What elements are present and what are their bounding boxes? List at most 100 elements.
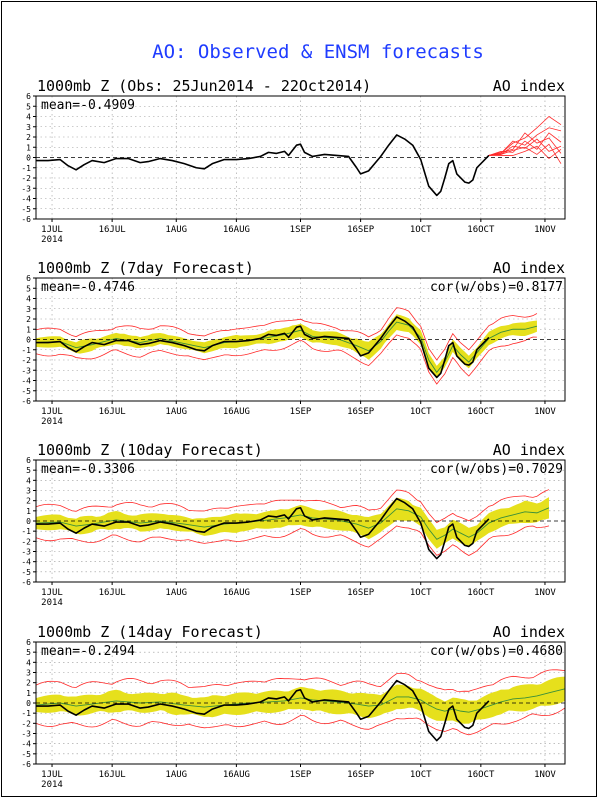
chart-panel-1: 1000mb Z (Obs: 25Jun2014 - 22Oct2014) AO … xyxy=(21,77,566,245)
panel-title: 1000mb Z (Obs: 25Jun2014 - 22Oct2014) xyxy=(37,77,371,95)
observed-line xyxy=(36,497,490,560)
ensemble-upper-envelope xyxy=(35,307,538,361)
x-tick-label: 1OCT xyxy=(410,770,432,780)
x-tick-label: 16JUL xyxy=(99,225,126,235)
spread-band xyxy=(36,314,537,379)
y-tick-label: -6 xyxy=(21,215,31,224)
x-tick-label: 1AUG xyxy=(165,225,187,235)
x-tick-sublabel: 2014 xyxy=(41,780,63,790)
y-tick-label: 2 xyxy=(26,679,31,688)
y-tick-label: -5 xyxy=(21,568,31,577)
x-tick-label: 1NOV xyxy=(534,407,556,417)
y-tick-label: -1 xyxy=(21,709,31,718)
ensemble-upper-envelope xyxy=(35,489,550,524)
x-tick-sublabel: 2014 xyxy=(41,417,63,427)
y-tick-label: 6 xyxy=(26,456,31,465)
y-tick-label: -2 xyxy=(21,719,31,728)
mean-label: mean=-0.2494 xyxy=(41,644,135,659)
x-tick-label: 1JUL xyxy=(41,407,63,417)
y-tick-label: 0 xyxy=(26,699,31,708)
y-tick-label: 6 xyxy=(26,92,31,101)
y-tick-label: 2 xyxy=(26,133,31,142)
y-tick-label: -4 xyxy=(21,377,31,386)
ensemble-member-line xyxy=(488,132,562,156)
x-tick-label: 16SEP xyxy=(347,407,375,417)
y-tick-label: 6 xyxy=(26,274,31,283)
correlation-label: cor(w/obs)=0.7029 xyxy=(430,462,563,477)
y-tick-label: -5 xyxy=(21,205,31,214)
ensemble-member-line xyxy=(488,115,562,156)
y-tick-label: -5 xyxy=(21,750,31,759)
x-tick-label: 1SEP xyxy=(290,407,312,417)
x-tick-label: 1JUL xyxy=(41,588,63,598)
x-tick-label: 1JUL xyxy=(41,225,63,235)
y-tick-label: -1 xyxy=(21,346,31,355)
x-tick-label: 16AUG xyxy=(223,407,250,417)
y-tick-label: -6 xyxy=(21,760,31,769)
x-tick-label: 16SEP xyxy=(347,588,375,598)
y-tick-label: 6 xyxy=(26,638,31,647)
mean-label: mean=-0.3306 xyxy=(41,462,135,477)
panel-title: 1000mb Z (14day Forecast) xyxy=(37,623,263,641)
y-tick-label: -4 xyxy=(21,195,31,204)
ensemble-lower-envelope xyxy=(35,525,550,556)
ensemble-member-line xyxy=(488,145,562,160)
y-tick-label: 4 xyxy=(26,295,31,304)
mean-label: mean=-0.4909 xyxy=(41,98,135,113)
ensemble-member-line xyxy=(488,127,562,156)
observed-line xyxy=(36,316,490,379)
x-tick-label: 1AUG xyxy=(165,407,187,417)
panel-title: 1000mb Z (7day Forecast) xyxy=(37,259,254,277)
x-tick-label: 1AUG xyxy=(165,770,187,780)
y-tick-label: -2 xyxy=(21,174,31,183)
mean-label: mean=-0.4746 xyxy=(41,280,135,295)
x-tick-label: 1NOV xyxy=(534,225,556,235)
y-tick-label: -6 xyxy=(21,578,31,587)
observed-line xyxy=(36,679,490,742)
x-tick-label: 1AUG xyxy=(165,588,187,598)
y-tick-label: 0 xyxy=(26,336,31,345)
observed-line xyxy=(36,134,490,197)
correlation-label: cor(w/obs)=0.4680 xyxy=(430,644,563,659)
ensemble-lower-envelope xyxy=(35,707,566,736)
ensemble-upper-envelope xyxy=(35,669,566,692)
y-tick-label: 1 xyxy=(26,507,31,516)
y-tick-label: 4 xyxy=(26,658,31,667)
x-tick-label: 16OCT xyxy=(467,588,495,598)
x-tick-sublabel: 2014 xyxy=(41,598,63,608)
x-tick-label: 16JUL xyxy=(99,407,126,417)
x-tick-label: 16JUL xyxy=(99,588,126,598)
ensemble-mean-line xyxy=(35,321,538,374)
y-tick-label: 1 xyxy=(26,689,31,698)
correlation-label: cor(w/obs)=0.8177 xyxy=(430,280,563,295)
chart-panel-4: 1000mb Z (14day Forecast) AO index mean=-0… xyxy=(21,623,566,790)
chart-panel-2: 1000mb Z (7day Forecast) AO index mean=-0.… xyxy=(21,259,566,427)
y-tick-label: -4 xyxy=(21,558,31,567)
y-tick-label: 5 xyxy=(26,466,31,475)
x-tick-label: 16SEP xyxy=(347,225,375,235)
y-tick-label: -2 xyxy=(21,356,31,365)
x-tick-label: 1NOV xyxy=(534,588,556,598)
y-tick-label: -3 xyxy=(21,184,31,193)
y-tick-label: 3 xyxy=(26,487,31,496)
y-tick-label: 5 xyxy=(26,284,31,293)
y-tick-label: -1 xyxy=(21,164,31,173)
y-tick-label: -3 xyxy=(21,366,31,375)
y-tick-label: 3 xyxy=(26,305,31,314)
y-tick-label: -5 xyxy=(21,387,31,396)
y-tick-label: -4 xyxy=(21,740,31,749)
x-tick-label: 16SEP xyxy=(347,770,375,780)
x-tick-label: 16AUG xyxy=(223,588,250,598)
x-tick-label: 1NOV xyxy=(534,770,556,780)
y-tick-label: 5 xyxy=(26,648,31,657)
x-tick-label: 1OCT xyxy=(410,588,432,598)
x-tick-label: 16OCT xyxy=(467,225,495,235)
y-tick-label: 3 xyxy=(26,669,31,678)
y-tick-label: -3 xyxy=(21,548,31,557)
ensemble-mean-line xyxy=(35,688,566,713)
chart-panel-3: 1000mb Z (10day Forecast) AO index mean=-0… xyxy=(21,441,566,608)
x-tick-label: 1OCT xyxy=(410,225,432,235)
ensemble-member-line xyxy=(488,132,562,156)
x-tick-label: 16AUG xyxy=(223,225,250,235)
